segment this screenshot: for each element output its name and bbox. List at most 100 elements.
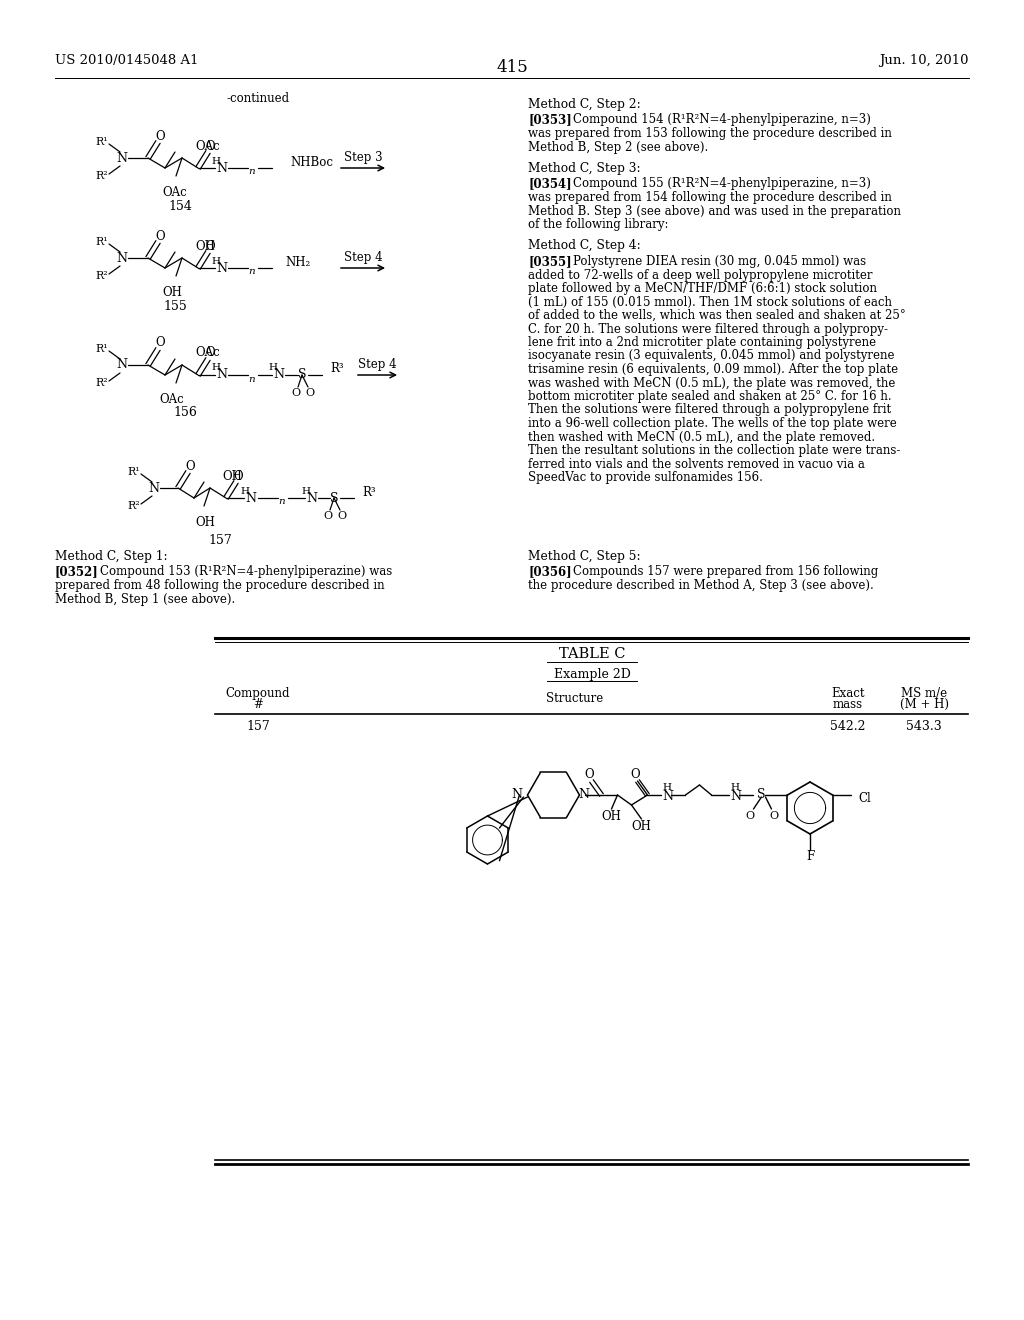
Text: was prepared from 154 following the procedure described in: was prepared from 154 following the proc…	[528, 191, 892, 205]
Text: N: N	[578, 788, 589, 801]
Text: [0355]: [0355]	[528, 255, 571, 268]
Text: N: N	[511, 788, 522, 801]
Text: OAc: OAc	[195, 140, 220, 153]
Text: prepared from 48 following the procedure described in: prepared from 48 following the procedure…	[55, 579, 385, 591]
Text: Exact: Exact	[831, 686, 864, 700]
Text: 154: 154	[168, 199, 191, 213]
Text: Compound 153 (R¹R²N=4-phenylpiperazine) was: Compound 153 (R¹R²N=4-phenylpiperazine) …	[85, 565, 392, 578]
Text: mass: mass	[833, 698, 863, 711]
Text: Step 4: Step 4	[358, 358, 397, 371]
Text: Jun. 10, 2010: Jun. 10, 2010	[880, 54, 969, 67]
Text: MS m/e: MS m/e	[901, 686, 947, 700]
Text: [0352]: [0352]	[55, 565, 98, 578]
Text: S: S	[757, 788, 766, 801]
Text: N: N	[246, 491, 256, 504]
Text: NH₂: NH₂	[285, 256, 310, 268]
Text: Compound 155 (R¹R²N=4-phenylpiperazine, n=3): Compound 155 (R¹R²N=4-phenylpiperazine, …	[558, 177, 870, 190]
Text: R¹: R¹	[127, 467, 140, 477]
Text: n: n	[249, 168, 255, 177]
Text: Method C, Step 1:: Method C, Step 1:	[55, 550, 168, 564]
Text: [0356]: [0356]	[528, 565, 571, 578]
Text: Then the resultant solutions in the collection plate were trans-: Then the resultant solutions in the coll…	[528, 444, 900, 457]
Text: Cl: Cl	[858, 792, 871, 805]
Text: 415: 415	[496, 59, 528, 77]
Text: O: O	[744, 810, 754, 821]
Text: Method B, Step 1 (see above).: Method B, Step 1 (see above).	[55, 593, 236, 606]
Text: Example 2D: Example 2D	[554, 668, 631, 681]
Text: R¹: R¹	[95, 238, 108, 247]
Text: Compounds 157 were prepared from 156 following: Compounds 157 were prepared from 156 fol…	[558, 565, 879, 578]
Text: H: H	[268, 363, 278, 372]
Text: R³: R³	[362, 486, 376, 499]
Text: O: O	[305, 388, 314, 399]
Text: N: N	[148, 482, 160, 495]
Text: H: H	[212, 363, 220, 372]
Text: Method B, Step 2 (see above).: Method B, Step 2 (see above).	[528, 140, 709, 153]
Text: trisamine resin (6 equivalents, 0.09 mmol). After the top plate: trisamine resin (6 equivalents, 0.09 mmo…	[528, 363, 898, 376]
Text: H: H	[730, 784, 739, 792]
Text: H: H	[301, 487, 310, 495]
Text: (1 mL) of 155 (0.015 mmol). Then 1M stock solutions of each: (1 mL) of 155 (0.015 mmol). Then 1M stoc…	[528, 296, 892, 309]
Text: OH: OH	[195, 239, 215, 252]
Text: O: O	[292, 388, 301, 399]
Text: then washed with MeCN (0.5 mL), and the plate removed.: then washed with MeCN (0.5 mL), and the …	[528, 430, 876, 444]
Text: TABLE C: TABLE C	[559, 647, 626, 661]
Text: [0353]: [0353]	[528, 114, 571, 127]
Text: N: N	[306, 491, 317, 504]
Text: Method C, Step 4:: Method C, Step 4:	[528, 239, 641, 252]
Text: OH: OH	[162, 286, 182, 300]
Text: 542.2: 542.2	[830, 719, 865, 733]
Text: H: H	[212, 256, 220, 265]
Text: OAc: OAc	[195, 346, 220, 359]
Text: O: O	[769, 810, 778, 821]
Text: O: O	[185, 459, 195, 473]
Text: O: O	[233, 470, 243, 483]
Text: OH: OH	[601, 810, 622, 824]
Text: O: O	[324, 511, 333, 521]
Text: O: O	[205, 239, 215, 252]
Text: SpeedVac to provide sulfonamides 156.: SpeedVac to provide sulfonamides 156.	[528, 471, 763, 484]
Text: Step 3: Step 3	[344, 150, 382, 164]
Text: N: N	[730, 789, 741, 803]
Text: R¹: R¹	[95, 137, 108, 147]
Text: N: N	[117, 359, 128, 371]
Text: O: O	[156, 230, 165, 243]
Text: O: O	[156, 129, 165, 143]
Text: NHBoc: NHBoc	[290, 156, 333, 169]
Text: 157: 157	[208, 533, 231, 546]
Text: 157: 157	[246, 719, 270, 733]
Text: F: F	[806, 850, 814, 863]
Text: OH: OH	[632, 820, 651, 833]
Text: Method C, Step 3:: Method C, Step 3:	[528, 162, 641, 176]
Text: H: H	[212, 157, 220, 165]
Text: R²: R²	[127, 502, 140, 511]
Text: the procedure described in Method A, Step 3 (see above).: the procedure described in Method A, Ste…	[528, 579, 873, 591]
Text: O: O	[205, 346, 215, 359]
Text: Step 4: Step 4	[344, 251, 382, 264]
Text: Method B. Step 3 (see above) and was used in the preparation: Method B. Step 3 (see above) and was use…	[528, 205, 901, 218]
Text: n: n	[279, 498, 286, 507]
Text: into a 96-well collection plate. The wells of the top plate were: into a 96-well collection plate. The wel…	[528, 417, 897, 430]
Text: O: O	[156, 337, 165, 350]
Text: Structure: Structure	[547, 692, 603, 705]
Text: R¹: R¹	[95, 345, 108, 354]
Text: Method C, Step 5:: Method C, Step 5:	[528, 550, 641, 564]
Text: N: N	[117, 252, 128, 264]
Text: n: n	[249, 268, 255, 276]
Text: N: N	[216, 261, 227, 275]
Text: bottom microtiter plate sealed and shaken at 25° C. for 16 h.: bottom microtiter plate sealed and shake…	[528, 389, 892, 403]
Text: of added to the wells, which was then sealed and shaken at 25°: of added to the wells, which was then se…	[528, 309, 906, 322]
Text: S: S	[298, 368, 306, 381]
Text: ferred into vials and the solvents removed in vacuo via a: ferred into vials and the solvents remov…	[528, 458, 865, 470]
Text: O: O	[631, 768, 640, 781]
Text: H: H	[241, 487, 250, 495]
Text: [0354]: [0354]	[528, 177, 571, 190]
Text: -continued: -continued	[226, 92, 290, 106]
Text: R²: R²	[95, 271, 108, 281]
Text: 543.3: 543.3	[906, 719, 942, 733]
Text: S: S	[330, 491, 338, 504]
Text: Polystyrene DIEA resin (30 mg, 0.045 mmol) was: Polystyrene DIEA resin (30 mg, 0.045 mmo…	[558, 255, 866, 268]
Text: lene frit into a 2nd microtiter plate containing polystyrene: lene frit into a 2nd microtiter plate co…	[528, 337, 877, 348]
Text: n: n	[249, 375, 255, 384]
Text: Method C, Step 2:: Method C, Step 2:	[528, 98, 641, 111]
